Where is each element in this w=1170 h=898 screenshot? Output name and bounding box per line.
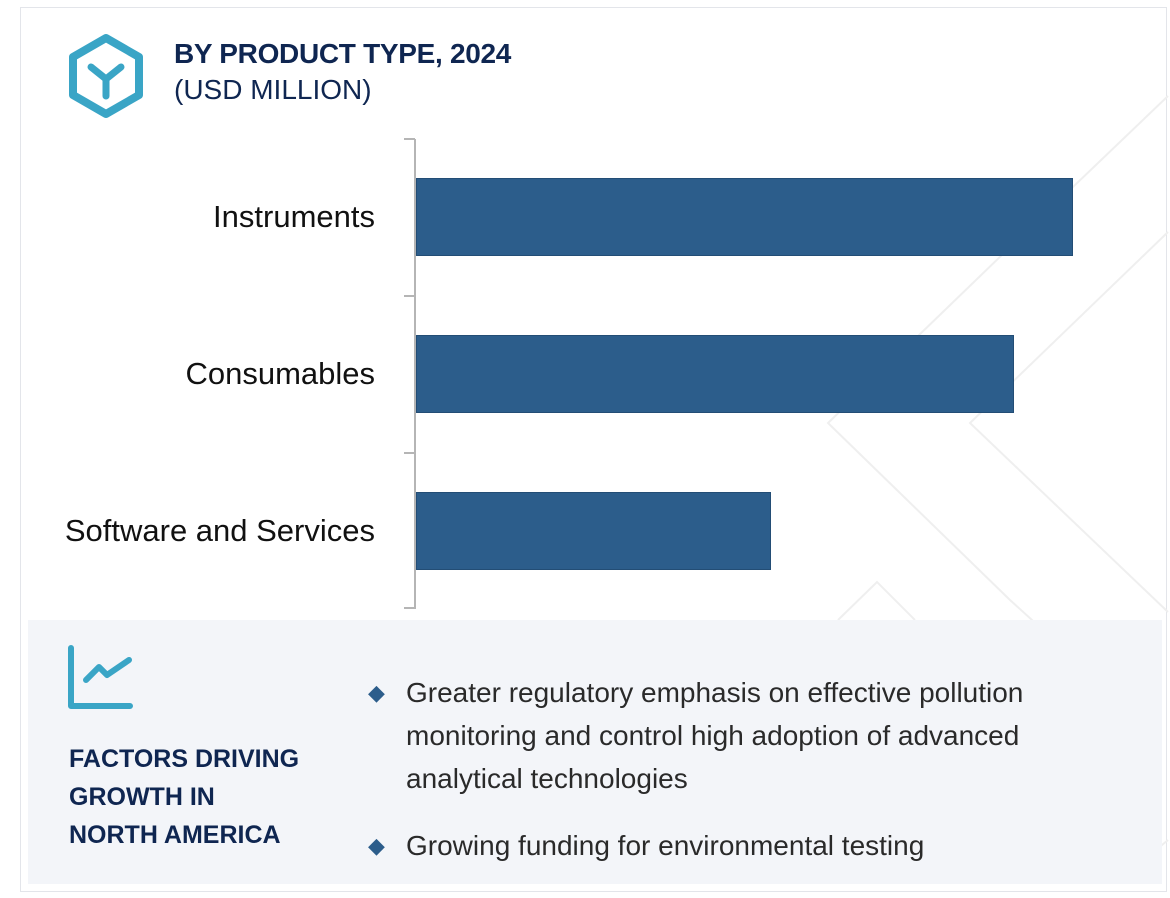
factors-title-line: GROWTH IN	[69, 783, 215, 811]
axis-tick	[404, 452, 415, 454]
factor-line: Greater regulatory emphasis on effective…	[406, 677, 1024, 708]
factor-line: Growing funding for environmental testin…	[406, 830, 925, 861]
bar-software-services	[416, 492, 771, 570]
chart-title: BY PRODUCT TYPE, 2024	[174, 38, 512, 69]
factors-panel	[28, 620, 1162, 884]
factor-item: Growing funding for environmental testin…	[406, 824, 1126, 867]
category-label-instruments: Instruments	[213, 199, 375, 234]
hexagon-cube-icon	[69, 34, 143, 118]
factor-line: monitoring and control high adoption of …	[406, 720, 1020, 751]
factors-title-line: FACTORS DRIVING	[69, 745, 300, 773]
category-axis	[414, 139, 416, 609]
category-label-consumables: Consumables	[185, 356, 375, 391]
category-label-software-services: Software and Services	[64, 513, 375, 548]
bar-consumables	[416, 335, 1014, 413]
bar-instruments	[416, 178, 1073, 256]
factor-line: analytical technologies	[406, 763, 688, 794]
axis-tick	[404, 607, 415, 609]
chart-subtitle: (USD MILLION)	[174, 74, 372, 105]
trend-line-chart-icon	[68, 645, 133, 709]
axis-tick	[404, 138, 415, 140]
factors-title-line: NORTH AMERICA	[69, 821, 281, 849]
diamond-bullet-icon: ◆	[368, 833, 385, 858]
axis-tick	[404, 295, 415, 297]
factors-title: FACTORS DRIVING GROWTH IN NORTH AMERICA	[69, 740, 299, 854]
diamond-bullet-icon: ◆	[368, 680, 385, 705]
factor-item: Greater regulatory emphasis on effective…	[406, 671, 1126, 800]
